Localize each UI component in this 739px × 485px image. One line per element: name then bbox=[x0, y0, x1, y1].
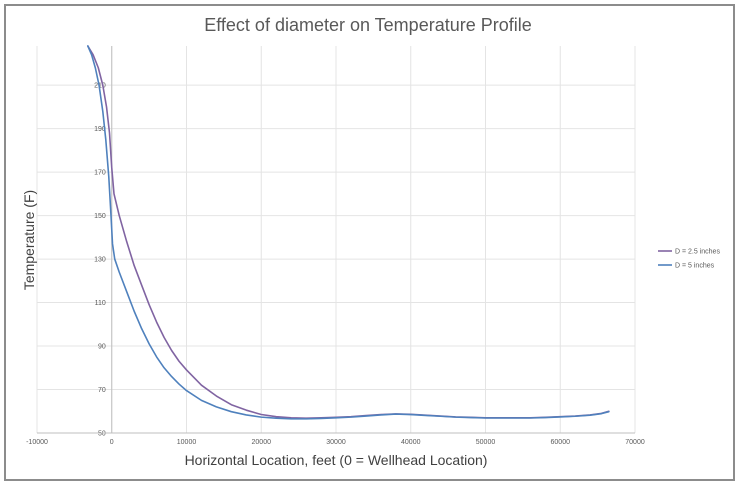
legend-label: D = 2.5 inches bbox=[675, 249, 720, 256]
x-tick-label: 60000 bbox=[551, 439, 571, 446]
legend: D = 2.5 inches D = 5 inches bbox=[658, 249, 720, 270]
legend-label: D = 5 inches bbox=[675, 263, 715, 270]
series-lines bbox=[87, 45, 610, 420]
x-tick-label: 40000 bbox=[401, 439, 421, 446]
y-tick-label: 170 bbox=[94, 170, 106, 177]
y-tick-label: 90 bbox=[98, 344, 106, 351]
y-tick-label: 70 bbox=[98, 387, 106, 394]
x-tick-label: 50000 bbox=[476, 439, 496, 446]
x-tick-label: 20000 bbox=[252, 439, 272, 446]
chart-title: Effect of diameter on Temperature Profil… bbox=[204, 15, 532, 35]
y-tick-label: 130 bbox=[94, 257, 106, 264]
chart-frame bbox=[4, 4, 735, 481]
series-line-1 bbox=[87, 45, 610, 420]
y-tick-label: 150 bbox=[94, 213, 106, 220]
y-tick-label: 110 bbox=[95, 300, 106, 307]
x-tick-label: 0 bbox=[110, 439, 114, 446]
x-tick-label: 30000 bbox=[326, 439, 346, 446]
y-tick-label: 50 bbox=[98, 431, 106, 438]
y-axis-title: Temperature (F) bbox=[21, 190, 37, 290]
x-tick-label: -10000 bbox=[26, 439, 48, 446]
x-tick-label: 10000 bbox=[177, 439, 197, 446]
series-line-2 bbox=[87, 45, 610, 420]
axes: -10000 0 10000 20000 30000 40000 50000 60000 700… bbox=[26, 46, 645, 446]
y-tick-label: 190 bbox=[94, 126, 106, 133]
x-axis-title: Horizontal Location, feet (0 = Wellhead … bbox=[185, 452, 488, 468]
x-tick-label: 70000 bbox=[625, 439, 645, 446]
